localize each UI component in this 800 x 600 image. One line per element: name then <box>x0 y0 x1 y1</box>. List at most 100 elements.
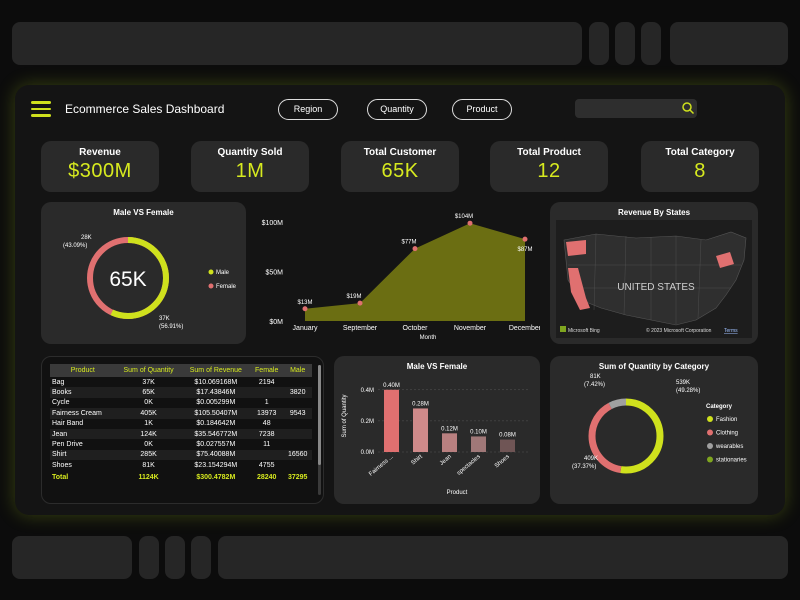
cell-revenue: $0.005299M <box>196 399 236 407</box>
area-fill <box>305 223 525 321</box>
donut-slice[interactable] <box>588 398 664 474</box>
legend-female-label: Female <box>216 284 237 290</box>
kpi-value: 8 <box>694 160 706 182</box>
cell-male <box>283 419 312 429</box>
cell-male: 9543 <box>283 408 312 419</box>
state-highlight-washington <box>566 240 586 256</box>
x-tick-label: Shoes <box>494 454 511 470</box>
bar[interactable] <box>500 439 515 452</box>
area-data-label: $77M <box>401 240 416 246</box>
bottom-bar-placeholder-1 <box>12 536 132 579</box>
filter-product-button[interactable]: Product <box>452 99 512 120</box>
legend-label[interactable]: Fashion <box>716 417 737 423</box>
donut-center-value: 65K <box>109 268 146 291</box>
table-scrollbar[interactable] <box>318 365 321 495</box>
col-product[interactable]: Product <box>50 364 116 377</box>
cell-quantity: 1K <box>144 420 153 428</box>
product-table: Product Sum of Quantity Sum of Revenue F… <box>50 364 312 481</box>
table-row[interactable]: Bag 37K $10.069168M 2194 <box>50 377 312 387</box>
table-scrollbar-thumb[interactable] <box>318 365 321 465</box>
map-terms-link[interactable]: Terms <box>724 328 738 334</box>
area-point[interactable] <box>522 236 528 242</box>
legend-label[interactable]: wearables <box>715 444 743 450</box>
area-point[interactable] <box>467 220 473 226</box>
filter-region-button[interactable]: Region <box>278 99 338 120</box>
slice-pct-label: (49.28%) <box>676 388 700 394</box>
kpi-revenue: Revenue $300M <box>41 141 159 192</box>
bing-logo-icon <box>560 326 566 332</box>
table-row[interactable]: Hair Band 1K $0.184642M 48 <box>50 419 312 429</box>
y-axis-title: Sum of Quantity <box>342 394 348 437</box>
table-row[interactable]: Books 65K $17.43846M 3820 <box>50 387 312 398</box>
total-revenue: $300.4782M <box>196 473 236 481</box>
male-pct-label: (56.91%) <box>159 324 183 330</box>
donut-slice[interactable] <box>588 398 664 474</box>
cell-product: Jean <box>50 428 116 440</box>
search-icon[interactable] <box>681 101 695 115</box>
monthly-revenue-area-chart: $0M $50M $100M $13M January $19M September $77M… <box>262 214 540 341</box>
area-data-label: $19M <box>346 294 361 300</box>
kpi-total-customer: Total Customer 65K <box>341 141 459 192</box>
search-input[interactable] <box>575 99 697 118</box>
x-tick-label: December <box>509 325 540 332</box>
legend-dot <box>707 416 713 422</box>
total-quantity: 1124K <box>138 473 159 481</box>
bar[interactable] <box>413 408 428 452</box>
x-tick-label: Fairness ... <box>368 454 395 478</box>
cell-quantity: 124K <box>115 428 182 440</box>
cell-female: 7238 <box>250 428 284 440</box>
top-bar-placeholder-4 <box>641 22 661 65</box>
cell-revenue: $0.027557M <box>196 441 236 449</box>
col-female[interactable]: Female <box>250 364 284 377</box>
bar[interactable] <box>384 389 399 452</box>
y-tick-label: $100M <box>262 220 284 227</box>
area-point[interactable] <box>357 300 363 306</box>
bottom-bar-placeholder-2 <box>139 536 159 579</box>
bar[interactable] <box>442 433 457 452</box>
filter-quantity-button[interactable]: Quantity <box>367 99 427 120</box>
col-sum-quantity[interactable]: Sum of Quantity <box>115 364 182 377</box>
area-point[interactable] <box>302 306 308 312</box>
area-data-label: $87M <box>517 247 532 253</box>
slice-value-label: 539K <box>676 380 690 386</box>
area-data-label: $13M <box>297 300 312 306</box>
area-point[interactable] <box>412 246 418 252</box>
us-map[interactable]: UNITED STATES Microsoft Bing © 2023 Micr… <box>556 220 752 338</box>
cell-female: 1 <box>264 399 269 407</box>
cell-male <box>283 398 312 408</box>
bar[interactable] <box>471 436 486 452</box>
legend-male-label: Male <box>216 270 230 276</box>
x-tick-label: Shirt <box>410 454 424 467</box>
col-sum-revenue[interactable]: Sum of Revenue <box>181 364 251 377</box>
area-data-label: $104M <box>455 214 473 220</box>
menu-icon[interactable] <box>31 101 51 117</box>
bar-data-label: 0.10M <box>470 429 487 435</box>
cell-product: Fairness Cream <box>50 408 116 419</box>
table-row[interactable]: Jean 124K $35.546772M 7238 <box>50 428 312 440</box>
col-male[interactable]: Male <box>283 364 312 377</box>
x-tick-label: Jean <box>439 454 453 467</box>
cell-female: 11 <box>263 441 271 449</box>
cell-male <box>283 439 312 449</box>
map-copyright: © 2023 Microsoft Corporation <box>646 327 712 334</box>
table-row[interactable]: Pen Drive 0K $0.027557M 11 <box>50 439 312 449</box>
x-tick-label: spectacles <box>456 454 482 477</box>
y-tick-label: 0.4M <box>361 388 374 394</box>
slice-pct-label: (37.37%) <box>572 464 596 470</box>
table-row[interactable]: Fairness Cream 405K $105.50407M 13973 9543 <box>50 408 312 419</box>
cell-quantity: 37K <box>142 378 155 386</box>
legend-label[interactable]: stationaries <box>716 458 747 464</box>
table-row[interactable]: Cycle 0K $0.005299M 1 <box>50 398 312 408</box>
legend-label[interactable]: Clothing <box>716 431 738 437</box>
cell-product: Hair Band <box>52 420 84 428</box>
cell-product: Shirt <box>50 449 116 461</box>
cell-product: Books <box>50 387 116 398</box>
legend-title: Category <box>706 404 733 410</box>
cell-revenue: $0.184642M <box>196 420 236 428</box>
gender-donut-panel: Male VS Female 65K 28K (43.09%) 37K (56.… <box>41 202 246 344</box>
top-bar-placeholder-2 <box>589 22 609 65</box>
page-title: Ecommerce Sales Dashboard <box>65 102 225 116</box>
bar-data-label: 0.08M <box>499 433 516 439</box>
table-row[interactable]: Shoes 81K $23.154294M 4755 <box>50 460 312 470</box>
table-row[interactable]: Shirt 285K $75.40088M 16560 <box>50 449 312 461</box>
